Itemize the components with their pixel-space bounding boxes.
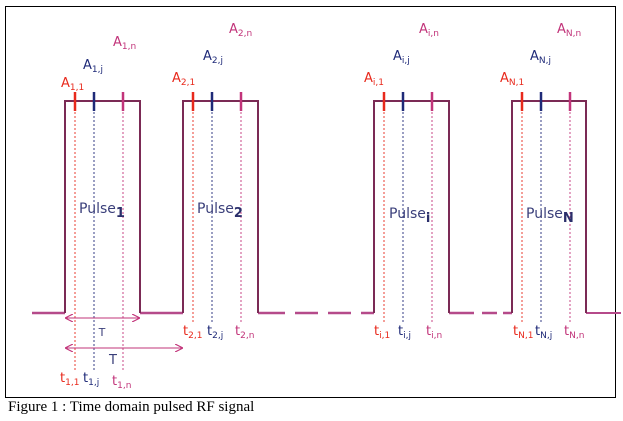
amp-label-i-mid: Ai,j <box>393 49 410 66</box>
amp-label-1-last: A1,n <box>113 35 136 52</box>
time-label-2-first: t2,1 <box>183 324 202 341</box>
figure-caption: Figure 1 : Time domain pulsed RF signal <box>8 399 255 415</box>
amp-label-i-last: Ai,n <box>419 22 439 39</box>
pulse-N-outline <box>511 100 587 313</box>
amp-label-N-mid: AN,j <box>530 49 551 66</box>
sample-ticks <box>73 92 572 111</box>
figure-frame <box>5 6 616 398</box>
period-label: T <box>108 353 117 368</box>
time-label-i-last: ti,n <box>426 324 442 341</box>
time-label-i-mid: ti,j <box>398 324 411 341</box>
sample-lines <box>74 92 571 372</box>
time-label-N-first: tN,1 <box>513 324 533 341</box>
amp-label-2-first: A2,1 <box>172 71 195 88</box>
amp-label-1-mid: A1,j <box>83 58 103 75</box>
time-label-1-last: t1,n <box>112 374 131 391</box>
amp-label-i-first: Ai,1 <box>364 71 384 88</box>
amp-label-N-first: AN,1 <box>500 71 524 88</box>
time-label-N-mid: tN,j <box>535 324 552 341</box>
pulse-outlines <box>64 100 587 313</box>
amp-last-labels: A1,n A2,n Ai,n AN,n <box>113 22 581 52</box>
amp-label-N-last: AN,n <box>557 22 581 39</box>
pulse-label-1: Pulse1 <box>79 201 125 221</box>
time-label-1-first: t1,1 <box>60 371 79 388</box>
pulse-label-N: PulseN <box>526 206 574 226</box>
amp-label-2-mid: A2,j <box>203 49 223 66</box>
amp-label-1-first: A1,1 <box>61 76 84 93</box>
time-label-N-last: tN,n <box>564 324 584 341</box>
pulse-i-outline <box>373 100 450 313</box>
time-labels: t2,1 t2,j t2,n ti,1 ti,j ti,n tN,1 tN,j … <box>60 324 584 391</box>
pulse-1-outline <box>64 100 141 313</box>
amp-mid-labels: A1,j A2,j Ai,j AN,j <box>83 49 551 75</box>
pulse-labels: Pulse1 Pulse2 Pulsei PulseN <box>79 201 574 226</box>
pulse-label-i: Pulsei <box>389 206 430 226</box>
time-label-2-last: t2,n <box>235 324 254 341</box>
pulse-2-outline <box>182 100 259 313</box>
time-label-i-first: ti,1 <box>374 324 390 341</box>
pulsed-rf-signal-diagram: T T A1,n A2,n Ai,n AN,n A1,j A2,j Ai,j A… <box>32 22 621 391</box>
time-label-1-mid: t1,j <box>83 371 99 388</box>
pulse-width-label: T <box>98 326 106 339</box>
time-label-2-mid: t2,j <box>207 324 223 341</box>
pulse-label-2: Pulse2 <box>197 201 243 221</box>
amp-first-labels: A1,1 A2,1 Ai,1 AN,1 <box>61 71 524 93</box>
dimension-arrows: T T <box>66 318 182 368</box>
amp-label-2-last: A2,n <box>229 22 252 39</box>
